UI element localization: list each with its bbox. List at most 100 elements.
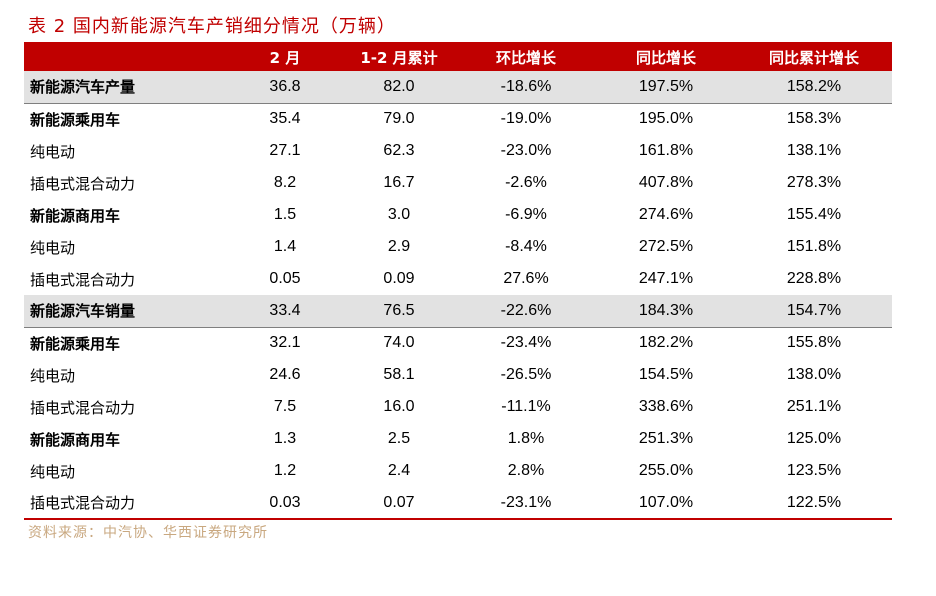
table-row: 新能源商用车 1.5 3.0 -6.9% 274.6% 155.4% [24,199,892,231]
table-cell: 16.0 [383,398,415,415]
table-cell: 0.03 [228,487,342,520]
table-cell: 138.1% [786,142,842,159]
table-cell: 36.8 [228,71,342,104]
table-cell: 155.4% [786,206,842,223]
table-cell: 0.07 [342,487,456,520]
table-cell: 161.8% [638,142,694,159]
row-label: 新能源乘用车 [30,110,121,129]
table-cell: 123.5% [786,462,842,479]
table-cell: 251.1% [786,398,842,415]
table-cell: 35.4 [269,110,301,128]
table-cell: 255.0% [638,462,694,479]
table-cell: 158.3% [786,110,842,128]
table-cell: 2.8% [507,462,545,479]
table-cell: 8.2 [273,174,297,191]
table-header-row: 2 月 1-2 月累计 环比增长 同比增长 同比累计增长 [24,44,892,71]
table-cell: -23.1% [456,487,596,520]
row-label: 新能源乘用车 [30,334,121,353]
table-body: 新能源汽车产量 36.8 82.0 -18.6% 197.5% 158.2% 新能源乘用车 3… [24,71,892,520]
table-cell: 1.5 [273,206,297,223]
table-cell: 16.7 [383,174,415,191]
table-cell: -18.6% [456,71,596,104]
row-label: 新能源商用车 [30,430,121,449]
table-cell: 251.3% [638,430,694,447]
table-cell: 274.6% [638,206,694,223]
table-row: 纯电动 27.1 62.3 -23.0% 161.8% 138.1% [24,135,892,167]
table-cell: 228.8% [786,270,842,287]
row-label: 插电式混合动力 [30,270,136,289]
table-cell: 125.0% [786,430,842,447]
table-row: 新能源汽车产量 36.8 82.0 -18.6% 197.5% 158.2% [24,71,892,104]
row-label: 插电式混合动力 [24,487,228,520]
table-cell: -11.1% [501,398,551,415]
table-cell: 272.5% [638,238,694,255]
table-cell: 7.5 [273,398,297,415]
table-row: 新能源乘用车 35.4 79.0 -19.0% 195.0% 158.3% [24,103,892,135]
table-cell: 2.5 [387,430,411,447]
table-row: 纯电动 1.2 2.4 2.8% 255.0% 123.5% [24,455,892,487]
table-cell: 158.2% [736,71,892,104]
table-cell: 33.4 [228,295,342,328]
table-cell: 58.1 [383,366,415,383]
table-cell: 82.0 [342,71,456,104]
table-cell: 0.05 [269,270,301,287]
table-row: 插电式混合动力 8.2 16.7 -2.6% 407.8% 278.3% [24,167,892,199]
row-label: 纯电动 [30,366,76,385]
table-row: 新能源乘用车 32.1 74.0 -23.4% 182.2% 155.8% [24,327,892,359]
title-divider [24,42,892,44]
table-cell: 195.0% [638,110,694,128]
row-label: 纯电动 [30,238,76,257]
table-cell: 1.2 [273,462,297,479]
row-label: 纯电动 [30,462,76,481]
table-cell: 184.3% [596,295,736,328]
table-cell: 197.5% [596,71,736,104]
table-cell: 24.6 [269,366,301,383]
table-cell: 27.1 [269,142,301,159]
table-row: 纯电动 1.4 2.9 -8.4% 272.5% 151.8% [24,231,892,263]
table-cell: 122.5% [736,487,892,520]
table-cell: 2.4 [387,462,411,479]
table-cell: 107.0% [596,487,736,520]
table-cell: -23.0% [500,142,552,159]
header-cell-mom: 环比增长 [495,49,556,67]
table-cell: 1.3 [273,430,297,447]
table-cell: 138.0% [786,366,842,383]
table-cell: 62.3 [383,142,415,159]
table-cell: -22.6% [456,295,596,328]
table-cell: 247.1% [638,270,694,287]
table-row: 插电式混合动力 7.5 16.0 -11.1% 338.6% 251.1% [24,391,892,423]
table-cell: 3.0 [387,206,411,223]
table-row: 新能源商用车 1.3 2.5 1.8% 251.3% 125.0% [24,423,892,455]
table-cell: 27.6% [503,270,549,287]
table-cell: 1.4 [273,238,297,255]
row-label: 插电式混合动力 [30,398,136,417]
table-cell: -2.6% [505,174,547,191]
table-cell: 278.3% [786,174,842,191]
header-cell-yoy-cumulative: 同比累计增长 [768,49,859,67]
table-cell: 154.7% [736,295,892,328]
table-cell: 0.09 [383,270,415,287]
table-cell: 154.5% [638,366,694,383]
table-cell: 79.0 [383,110,415,128]
row-label: 新能源汽车产量 [24,71,228,104]
table-cell: -26.5% [500,366,552,383]
table-row: 新能源汽车销量 33.4 76.5 -22.6% 184.3% 154.7% [24,295,892,328]
table-row: 插电式混合动力 0.03 0.07 -23.1% 107.0% 122.5% [24,487,892,520]
table-row: 纯电动 24.6 58.1 -26.5% 154.5% 138.0% [24,359,892,391]
table-cell: 74.0 [383,334,415,352]
table-cell: -8.4% [505,238,547,255]
table-cell: 151.8% [786,238,842,255]
row-label: 新能源商用车 [30,206,121,225]
table-cell: 2.9 [387,238,411,255]
table-cell: 338.6% [638,398,694,415]
header-cell-category [24,44,228,71]
header-cell-cumulative: 1-2 月累计 [360,49,438,67]
row-label: 新能源汽车销量 [24,295,228,328]
table-cell: -19.0% [500,110,552,128]
table-cell: 76.5 [342,295,456,328]
row-label: 插电式混合动力 [30,174,136,193]
header-cell-yoy: 同比增长 [635,49,696,67]
table-cell: 32.1 [269,334,301,352]
table-cell: -6.9% [505,206,547,223]
source-note: 资料来源：中汽协、华西证券研究所 [28,525,268,541]
